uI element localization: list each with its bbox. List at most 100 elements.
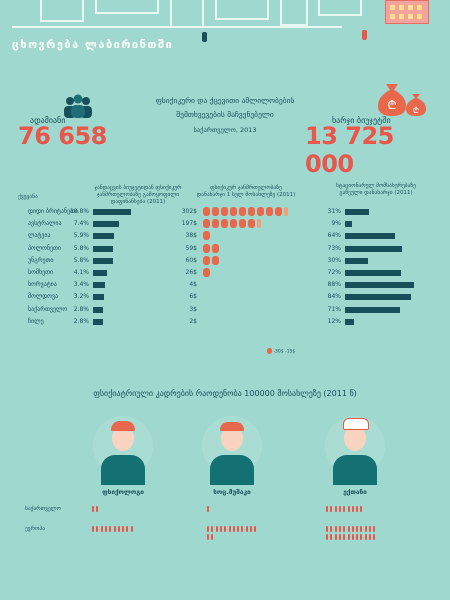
country-name: ლატვია [28,232,51,240]
budget-label: ხარჯი ბიუჯეტში [332,116,391,125]
money-bag-icon [230,207,237,216]
person-figure [92,506,94,512]
person-icon [362,30,367,40]
person-figure [334,506,337,512]
table-row: საქართველო 2.8% 3$ 71% [0,305,450,317]
stats-title-line1: ფსიქიკური და ქცევითი აშლილობების [155,96,295,105]
money-bag-icon [203,243,210,253]
column-header-3: სტაციონარულ მომსახურებაზე გაწეული დანახა… [336,183,416,196]
person-figure [224,526,227,532]
stats-source: საქართველო, 2013 [193,126,257,134]
svg-text:₾: ₾ [413,106,419,115]
inpatient-share-bar [345,209,370,215]
budget-share-bar [93,233,114,240]
person-figure [334,534,337,540]
person-figure [360,526,363,532]
table-row: ავსტრალია 7.4% 197$ 9% [0,219,450,231]
country-label-europe: ევროპა [25,526,45,532]
money-bag-icon [212,219,219,229]
person-figure [326,534,328,540]
country-label-georgia: საქართველო [25,506,61,512]
budget-share-bar [93,294,105,301]
occupation-label: სოც.მუშაკი [213,488,251,496]
person-figure [364,534,367,540]
country-name: ხორვატია [28,281,57,289]
country-name: საქართველო [28,305,68,313]
inpatient-share-bar [345,282,414,289]
money-bag-icon [212,207,219,216]
person-icon [202,32,207,42]
inpatient-share-bar [345,221,353,228]
budget-share-value: 10.8% [69,208,89,215]
maze-line [215,0,269,20]
table-row: ხორვატია 3.4% 4$ 88% [0,280,450,292]
maze-line [280,0,308,26]
table-row: სომხეთი 4.1% 26$ 72% [0,268,450,280]
person-figure [228,526,231,532]
money-bag-icon [203,219,210,229]
budget-share-value: 2.8% [73,317,89,325]
country-name: მოლდოვა [28,293,58,301]
person-figure [122,526,125,532]
person-figure [356,506,359,512]
hospital-icon [385,0,429,24]
person-figure [245,526,248,532]
person-figure [254,526,257,532]
inpatient-share-bar [345,245,402,252]
money-bag-icon [266,207,273,216]
inpatient-share-value: 88% [327,281,341,289]
person-figure [343,526,346,532]
country-name: ჩილე [28,317,44,325]
svg-text:₾: ₾ [387,98,396,112]
inpatient-share-value: 73% [327,244,341,252]
money-bag-icon: ₾ ₾ [378,84,426,116]
per-capita-value: 3$ [189,305,197,313]
person-figure [360,534,363,540]
money-bag-icon [248,219,255,229]
person-figure [207,534,209,540]
person-figure [351,526,354,532]
person-figure [207,526,209,532]
budget-share-bar [93,282,105,289]
country-name: სომხეთი [28,269,54,276]
maze-line [318,0,362,16]
legend-note: -30$ -15$ [267,348,295,355]
budget-share-bar [93,306,103,313]
inpatient-share-bar [345,257,369,264]
occupation-label: ფსიქოლოგი [102,488,144,496]
budget-share-bar [93,209,131,215]
money-bag-icon [221,207,228,216]
inpatient-share-value: 84% [327,293,341,301]
budget-share-value: 2.8% [73,305,89,313]
person-figure [250,526,252,532]
money-bag-icon [203,231,210,241]
money-bag-half-icon [284,207,288,216]
person-figure [207,506,209,512]
money-bag-icon [203,268,210,277]
budget-share-bar [93,257,114,264]
money-bag-icon [203,207,210,216]
country-name: ავსტრალია [28,220,62,228]
person-figure [211,526,214,532]
person-figure [330,506,333,512]
person-figure [232,526,235,532]
maze-line [95,0,159,14]
maze-line [170,0,204,28]
per-capita-value: 38$ [185,232,197,240]
stats-title-line2: შემთხვევების მაჩვენებელი [176,110,274,119]
person-figure [104,526,107,532]
country-name: უნგრეთი [28,256,54,264]
person-figure [369,526,371,532]
person-figure [92,526,94,532]
person-figure [373,526,376,532]
person-figure [109,526,112,532]
person-figure [330,534,333,540]
person-figure [351,506,354,512]
occupation-label: ექთანი [343,488,367,496]
maze-line [40,0,84,22]
budget-share-value: 3.4% [73,281,89,289]
per-capita-value: 6$ [189,293,197,301]
person-figure [241,526,244,532]
money-bag-icon [203,255,210,265]
country-name: დიდი ბრიტანეთი [28,208,78,215]
